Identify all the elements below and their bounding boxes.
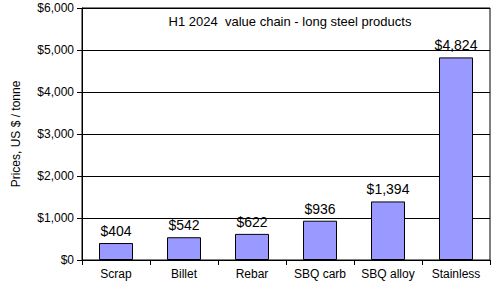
svg-text:$6,000: $6,000	[37, 1, 74, 15]
svg-text:$1,000: $1,000	[37, 211, 74, 225]
svg-text:$936: $936	[304, 201, 335, 217]
svg-text:H1 2024 value chain - long st: H1 2024 value chain - long steel product…	[169, 14, 412, 29]
svg-text:Scrap: Scrap	[100, 267, 132, 281]
svg-text:SBQ carb: SBQ carb	[294, 267, 346, 281]
svg-text:$622: $622	[236, 214, 267, 230]
svg-text:Prices, US $ / tonne: Prices, US $ / tonne	[9, 80, 23, 187]
svg-text:$1,394: $1,394	[367, 181, 410, 197]
svg-text:$2,000: $2,000	[37, 169, 74, 183]
svg-text:$0: $0	[61, 253, 75, 267]
svg-text:$4,000: $4,000	[37, 85, 74, 99]
svg-text:$3,000: $3,000	[37, 127, 74, 141]
svg-text:Billet: Billet	[171, 267, 198, 281]
svg-text:$542: $542	[168, 217, 199, 233]
svg-text:$4,824: $4,824	[435, 37, 478, 53]
svg-text:$404: $404	[100, 223, 131, 239]
svg-text:Stainless: Stainless	[432, 267, 481, 281]
svg-text:$5,000: $5,000	[37, 43, 74, 57]
svg-text:Rebar: Rebar	[236, 267, 269, 281]
svg-text:SBQ alloy: SBQ alloy	[361, 267, 414, 281]
